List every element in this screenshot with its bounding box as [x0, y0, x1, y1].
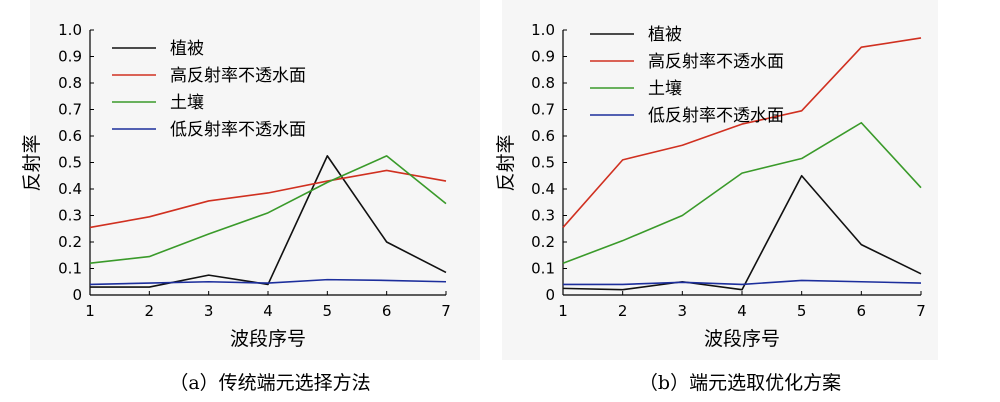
series-line-0 [562, 174, 922, 291]
y-tick-label: 0.8 [531, 74, 555, 92]
x-axis-label: 波段序号 [230, 328, 306, 350]
x-tick-label: 7 [916, 302, 926, 320]
legend-label: 植被 [170, 39, 204, 59]
series-line-1 [562, 37, 922, 228]
x-tick-label: 6 [382, 302, 392, 320]
caption-b: （b）端元选取优化方案 [638, 372, 842, 394]
legend-label: 低反射率不透水面 [648, 106, 784, 126]
y-axis-label: 反射率 [495, 134, 517, 191]
y-tick-label: 0.9 [531, 48, 555, 66]
y-tick-label: 0.4 [58, 180, 82, 198]
legend-label: 植被 [648, 25, 682, 45]
x-tick-label: 7 [441, 302, 451, 320]
y-tick-label: 0.3 [58, 207, 82, 225]
y-tick-label: 0.7 [531, 101, 555, 119]
legend-label: 高反射率不透水面 [170, 66, 306, 86]
legend-label: 土壤 [170, 92, 204, 113]
legend-label: 高反射率不透水面 [648, 52, 784, 72]
y-tick-label: 0 [72, 286, 82, 304]
y-tick-label: 0.6 [531, 127, 555, 145]
panel-b-background [502, 0, 938, 360]
legend-label: 低反射率不透水面 [170, 120, 306, 140]
y-tick-label: 0 [545, 286, 555, 304]
y-tick-label: 0.3 [531, 207, 555, 225]
x-axis-label: 波段序号 [704, 328, 780, 350]
chart-b-group: 0 0.1 0.2 0.3 0.4 0.5 0.6 0.7 0.8 0.9 1.0 1 2 3 4 5 6 7 波段… [495, 21, 926, 350]
y-tick-label: 0.1 [531, 260, 555, 278]
series-line-1 [89, 169, 447, 229]
panel-a-background [30, 0, 480, 360]
x-tick-label: 3 [678, 302, 688, 320]
legend-label: 土壤 [648, 78, 682, 99]
y-tick-label: 1.0 [531, 21, 555, 39]
x-tick-label: 5 [797, 302, 807, 320]
x-tick-label: 1 [85, 302, 95, 320]
y-tick-label: 0.2 [58, 233, 82, 251]
x-tick-label: 6 [857, 302, 867, 320]
series-line-3 [563, 279, 922, 286]
y-tick-label: 0.7 [58, 101, 82, 119]
series-line-0 [90, 155, 447, 288]
series-line-2 [562, 121, 922, 264]
y-tick-label: 0.4 [531, 180, 555, 198]
chart-a-group: 0 0.1 0.2 0.3 0.4 0.5 0.6 0.7 0.8 0.9 1.0 1 2 3 4 5 6 7 波段… [21, 21, 451, 350]
x-tick-label: 4 [263, 302, 273, 320]
y-tick-label: 0.9 [58, 48, 82, 66]
y-tick-label: 0.1 [58, 260, 82, 278]
y-tick-label: 0.5 [531, 154, 555, 172]
x-tick-label: 4 [737, 302, 747, 320]
x-tick-label: 2 [145, 302, 155, 320]
y-tick-label: 0.6 [58, 127, 82, 145]
caption-a: （a）传统端元选择方法 [169, 372, 371, 394]
y-tick-label: 1.0 [58, 21, 82, 39]
series-line-2 [89, 155, 447, 264]
y-tick-label: 0.5 [58, 154, 82, 172]
x-tick-label: 5 [323, 302, 333, 320]
y-tick-label: 0.8 [58, 74, 82, 92]
x-tick-label: 3 [204, 302, 214, 320]
x-tick-label: 1 [558, 302, 568, 320]
y-axis-label: 反射率 [21, 134, 43, 191]
series-line-3 [89, 278, 447, 286]
y-tick-label: 0.2 [531, 233, 555, 251]
x-tick-label: 2 [618, 302, 628, 320]
